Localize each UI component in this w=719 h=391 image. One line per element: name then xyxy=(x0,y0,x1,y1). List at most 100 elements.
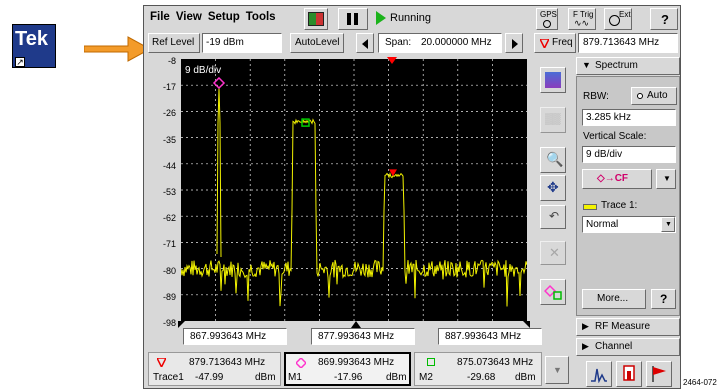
run-indicator-icon xyxy=(376,11,386,25)
chevron-down-icon: ▼ xyxy=(665,221,672,228)
marker-readout-2[interactable]: 869.993643 MHz M1 -17.96 dBm xyxy=(284,352,411,386)
freq-trigger-button[interactable]: F Trig ∿∿ xyxy=(568,8,596,30)
menu-view[interactable]: View xyxy=(175,11,202,23)
y-tick-label: -80 xyxy=(162,265,176,276)
scale-label: 9 dB/div xyxy=(185,65,221,76)
marker-readout-3[interactable]: 875.073643 MHz M2 -29.68 dBm xyxy=(414,352,542,386)
help-button[interactable]: ? xyxy=(650,8,678,30)
figure-number: 2464-072 xyxy=(683,378,717,387)
undo-button[interactable]: ↶ xyxy=(540,205,566,229)
menu-tools[interactable]: Tools xyxy=(245,11,276,23)
marker-menu-button[interactable]: ▼ xyxy=(656,169,676,189)
trace-mode-select[interactable]: Normal ▼ xyxy=(582,216,676,233)
pan-button[interactable]: ✥ xyxy=(540,175,566,201)
trace-mode-dropdown-button[interactable]: ▼ xyxy=(661,217,675,232)
delete-marker-button[interactable]: ✕ xyxy=(540,241,566,265)
rf-measure-panel-header[interactable]: ▶ RF Measure xyxy=(576,318,680,336)
pan-icon: ✥ xyxy=(547,179,559,195)
start-freq-readout: 867.993643 MHz xyxy=(183,328,287,345)
mapping-button[interactable] xyxy=(646,361,672,387)
tek-app-icon[interactable]: Tek ↗ xyxy=(12,24,56,68)
y-tick-label: -44 xyxy=(162,160,176,171)
spectrum-display[interactable]: 9 dB/div xyxy=(181,59,527,321)
y-tick-label: -62 xyxy=(162,213,176,224)
right-arrow-icon xyxy=(512,39,518,49)
menu-file[interactable]: File xyxy=(150,11,170,23)
flag-icon xyxy=(652,366,666,382)
vertical-scale-field[interactable]: 9 dB/div xyxy=(582,146,676,163)
y-tick-label: -35 xyxy=(162,134,176,145)
shortcut-arrow-icon: ↗ xyxy=(15,57,25,67)
span-decrease-button[interactable] xyxy=(356,33,374,53)
y-tick-label: -17 xyxy=(162,82,176,93)
pause-icon xyxy=(347,13,351,25)
rbw-label: RBW: xyxy=(583,91,609,102)
ref-level-field[interactable]: -19 dBm xyxy=(202,33,282,53)
marker-m1 xyxy=(212,76,226,90)
tool-strip: ▒▒ 🔍 ✥ ↶ ✕ xyxy=(533,59,573,321)
spectrum-panel-header[interactable]: ▼ Spectrum xyxy=(576,57,680,75)
stop-freq-readout: 887.993643 MHz xyxy=(438,328,542,345)
gps-icon xyxy=(543,20,551,28)
span-field[interactable]: Span: 20.000000 MHz xyxy=(378,33,502,53)
freq-button[interactable]: Freq xyxy=(534,33,576,53)
power-meter-button[interactable] xyxy=(616,361,642,387)
trigger-wave-icon: ∿∿ xyxy=(574,18,590,28)
collapsed-arrow-icon: ▶ xyxy=(582,341,589,351)
center-freq-readout: 877.993643 MHz xyxy=(311,328,415,345)
ref-level-button[interactable]: Ref Level xyxy=(148,33,200,53)
trace-view-button[interactable] xyxy=(540,67,566,93)
marker-peak-button[interactable] xyxy=(540,279,566,305)
ext-label: Ext xyxy=(619,10,631,19)
span-increase-button[interactable] xyxy=(505,33,523,53)
panel-help-button[interactable]: ? xyxy=(651,289,676,309)
radio-icon xyxy=(637,93,643,99)
channel-panel-header[interactable]: ▶ Channel xyxy=(576,338,680,356)
spectrum-mode-button[interactable] xyxy=(586,361,612,387)
ftrig-label: F Trig xyxy=(573,10,594,19)
auto-level-button[interactable]: AutoLevel xyxy=(290,33,344,53)
spectrogram-button[interactable]: ▒▒ xyxy=(540,107,566,133)
help-label: ? xyxy=(661,12,669,27)
callout-arrow-icon xyxy=(84,36,152,62)
y-tick-label: -71 xyxy=(162,239,176,250)
spectrum-trace-icon xyxy=(545,72,561,88)
y-tick-label: -98 xyxy=(162,318,176,328)
gps-button[interactable]: GPS xyxy=(536,8,558,30)
menu-setup[interactable]: Setup xyxy=(207,11,240,23)
marker-red-icon xyxy=(157,358,166,367)
marker-down-icon xyxy=(540,39,549,48)
y-tick-label: -26 xyxy=(162,108,176,119)
expanded-arrow-icon: ▼ xyxy=(582,60,591,70)
display-mode-button[interactable] xyxy=(304,8,328,30)
marker-pink-icon xyxy=(296,358,306,368)
pause-button[interactable] xyxy=(338,8,368,30)
marker-main xyxy=(389,169,397,177)
dropdown-arrow-icon: ▼ xyxy=(553,365,562,375)
marker-peak-icon xyxy=(544,284,562,300)
more-button[interactable]: More... xyxy=(582,289,646,309)
external-trigger-button[interactable]: Ext xyxy=(604,8,632,30)
gps-label: GPS xyxy=(540,10,557,19)
vertical-scale-label: Vertical Scale: xyxy=(583,131,647,142)
marker-readout-1[interactable]: 879.713643 MHz Trace1 -47.99 dBm xyxy=(148,352,281,386)
run-status-text: Running xyxy=(390,12,431,24)
carrier-peak xyxy=(216,87,222,258)
external-trigger-icon xyxy=(609,15,620,26)
rbw-field[interactable]: 3.285 kHz xyxy=(582,109,676,126)
spectrum-mode-icon xyxy=(591,368,607,383)
marker-to-cf-button[interactable]: ◇→CF xyxy=(582,169,652,189)
zoom-button[interactable]: 🔍 xyxy=(540,147,566,173)
undo-icon: ↶ xyxy=(549,209,560,223)
rbw-auto-button[interactable]: Auto xyxy=(631,87,677,105)
menu-bar: File View Setup Tools xyxy=(150,11,282,27)
marker-green-icon xyxy=(427,358,435,366)
spectrogram-icon: ▒▒ xyxy=(545,113,561,125)
freq-field[interactable]: 879.713643 MHz xyxy=(578,33,678,53)
display-grid-icon xyxy=(308,12,324,26)
y-tick-label: -8 xyxy=(167,56,176,66)
zoom-icon: 🔍 xyxy=(546,151,564,167)
power-meter-icon xyxy=(623,365,635,381)
marker-list-dropdown[interactable]: ▼ xyxy=(545,356,569,384)
marker-m2 xyxy=(301,118,310,127)
